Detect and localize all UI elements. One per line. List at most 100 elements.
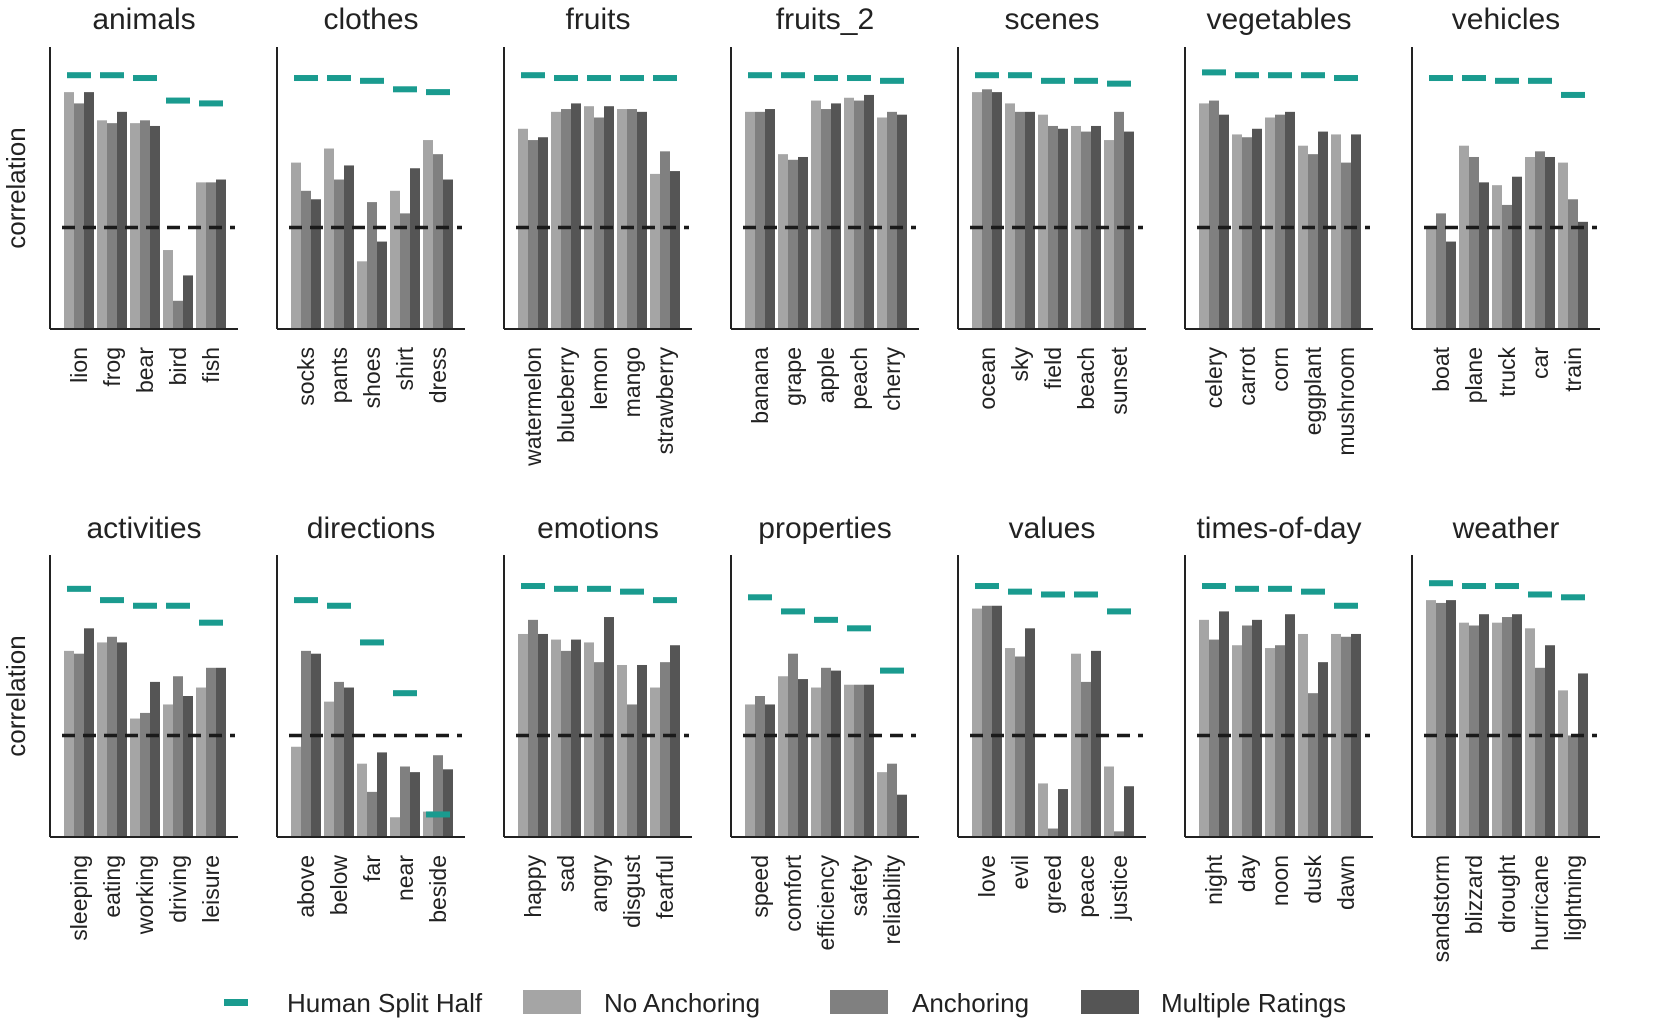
- human-split-half-marker: [521, 583, 545, 590]
- no-anchoring-bar: [877, 117, 887, 329]
- anchoring-bar: [660, 151, 670, 329]
- category-label: below: [326, 855, 352, 915]
- anchoring-bar: [755, 696, 765, 837]
- human-split-half-marker: [67, 72, 91, 79]
- no-anchoring-bar: [1525, 628, 1535, 837]
- multiple-ratings-bar: [1578, 673, 1588, 837]
- no-anchoring-bar: [1492, 622, 1502, 837]
- panel-title: directions: [307, 512, 435, 545]
- multiple-ratings-bar: [1091, 650, 1101, 837]
- human-split-half-marker: [166, 97, 190, 104]
- no-anchoring-bar: [291, 162, 301, 329]
- anchoring-bar: [1502, 204, 1512, 329]
- multiple-ratings-bar: [344, 687, 354, 837]
- no-anchoring-bar: [778, 154, 788, 329]
- multiple-ratings-bar: [571, 103, 581, 330]
- anchoring-bar: [627, 109, 637, 329]
- anchoring-bar: [334, 681, 344, 837]
- multiple-ratings-bar: [1446, 241, 1456, 329]
- human-split-half-marker: [1235, 585, 1259, 592]
- category-label: fearful: [652, 855, 678, 919]
- category-label: peach: [846, 347, 872, 410]
- human-split-half-marker: [1008, 588, 1032, 595]
- human-split-half-marker: [360, 639, 384, 646]
- anchoring-bar: [982, 605, 992, 837]
- human-split-half-marker: [166, 602, 190, 609]
- category-label: disgust: [619, 854, 645, 927]
- human-split-half-marker: [1268, 585, 1292, 592]
- anchoring-bar: [433, 755, 443, 837]
- panel-title: properties: [758, 512, 891, 545]
- multiple-ratings-bar: [1446, 600, 1456, 837]
- category-label: noon: [1267, 855, 1293, 906]
- anchoring-bar: [528, 140, 538, 329]
- panel-scenes: scenes ocean sky field beach sunset: [957, 3, 1146, 415]
- panel-properties: properties speed comfort efficiency safety re…: [730, 512, 919, 950]
- category-label: beside: [425, 855, 451, 923]
- human-split-half-marker: [1107, 80, 1131, 87]
- category-label: sleeping: [66, 855, 92, 941]
- anchoring-bar: [367, 791, 377, 837]
- category-label: pants: [326, 347, 352, 403]
- human-split-half-marker: [393, 86, 417, 93]
- no-anchoring-bar: [1558, 162, 1568, 329]
- category-label: drought: [1494, 854, 1520, 933]
- multiple-ratings-bar: [1479, 614, 1489, 837]
- multiple-ratings-bar: [670, 645, 680, 837]
- category-label: comfort: [780, 854, 806, 931]
- multiple-ratings-bar: [117, 642, 127, 837]
- human-split-half-marker: [426, 811, 450, 818]
- human-split-half-marker: [880, 77, 904, 84]
- no-anchoring-bar: [584, 642, 594, 837]
- human-split-half-marker: [1301, 588, 1325, 595]
- legend-swatch-anchoring: [830, 990, 888, 1014]
- multiple-ratings-bar: [216, 667, 226, 837]
- anchoring-bar: [887, 111, 897, 329]
- legend-swatch-no-anchoring: [523, 990, 581, 1014]
- multiple-ratings-bar: [84, 92, 94, 330]
- multiple-ratings-bar: [637, 664, 647, 837]
- anchoring-bar: [1275, 645, 1285, 837]
- anchoring-bar: [334, 179, 344, 329]
- no-anchoring-bar: [390, 190, 400, 329]
- multiple-ratings-bar: [344, 165, 354, 329]
- human-split-half-marker: [100, 597, 124, 604]
- no-anchoring-bar: [324, 148, 334, 329]
- panel-title: fruits_2: [776, 3, 874, 36]
- human-split-half-marker: [521, 72, 545, 79]
- legend-label-human-split-half: Human Split Half: [287, 988, 483, 1018]
- category-label: near: [392, 855, 418, 901]
- no-anchoring-bar: [877, 772, 887, 837]
- category-label: apple: [813, 347, 839, 403]
- human-split-half-marker: [1495, 77, 1519, 84]
- anchoring-bar: [1469, 625, 1479, 837]
- anchoring-bar: [1048, 125, 1058, 330]
- human-split-half-marker: [620, 75, 644, 82]
- multiple-ratings-bar: [1351, 134, 1361, 329]
- category-label: mushroom: [1333, 347, 1359, 456]
- no-anchoring-bar: [617, 664, 627, 837]
- multiple-ratings-bar: [183, 696, 193, 837]
- multiple-ratings-bar: [538, 137, 548, 329]
- anchoring-bar: [1015, 656, 1025, 837]
- panel-title: clothes: [323, 3, 418, 36]
- no-anchoring-bar: [163, 704, 173, 837]
- category-label: blueberry: [553, 347, 579, 443]
- no-anchoring-bar: [64, 650, 74, 837]
- multiple-ratings-bar: [311, 199, 321, 329]
- no-anchoring-bar: [390, 817, 400, 837]
- human-split-half-marker: [554, 75, 578, 82]
- category-label: justice: [1106, 855, 1132, 921]
- no-anchoring-bar: [844, 97, 854, 329]
- multiple-ratings-bar: [831, 670, 841, 837]
- multiple-ratings-bar: [637, 111, 647, 329]
- multiple-ratings-bar: [1545, 156, 1555, 329]
- anchoring-bar: [1436, 213, 1446, 329]
- human-split-half-marker: [1235, 72, 1259, 79]
- category-label: evil: [1007, 855, 1033, 890]
- multiple-ratings-bar: [1252, 128, 1262, 329]
- no-anchoring-bar: [324, 701, 334, 837]
- no-anchoring-bar: [844, 684, 854, 837]
- no-anchoring-bar: [1232, 645, 1242, 837]
